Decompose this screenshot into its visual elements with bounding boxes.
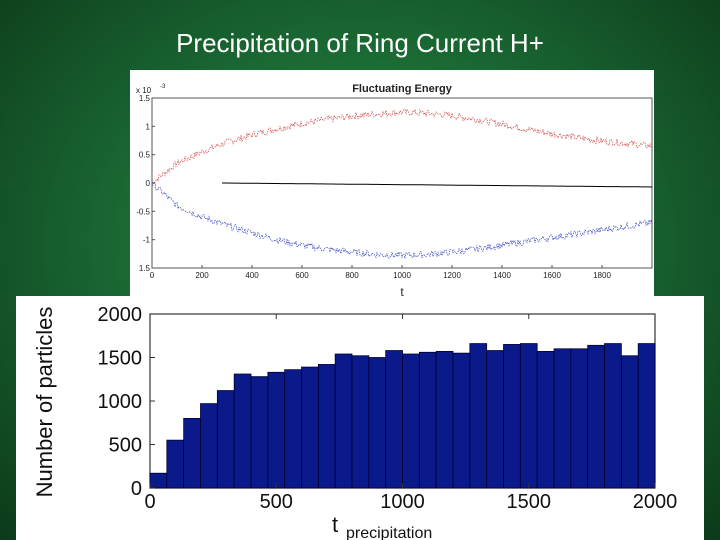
bottom-y-tick-label: 2000 (98, 304, 143, 326)
histogram-bar (216, 390, 235, 489)
histogram-bar (486, 350, 504, 489)
top-y-tick-label: -0.5 (136, 207, 150, 216)
top-x-tick-label: 400 (245, 271, 259, 280)
bottom-x-tick-label: 500 (260, 491, 293, 513)
bottom-y-tick-label: 500 (109, 435, 142, 457)
bottom-y-axis-label: Number of particles (32, 307, 57, 498)
top-y-exponent-label: x 10 (136, 86, 152, 95)
bottom-x-tick-label: 1000 (380, 491, 425, 513)
top-y-tick-label: 1 (146, 122, 151, 131)
bottom-y-tick-label: 1500 (98, 348, 143, 370)
top-y-tick-label: 0 (146, 179, 151, 188)
histogram-bar (267, 371, 286, 489)
bottom-x-tick-label: 2000 (633, 491, 678, 513)
histogram-bar (637, 343, 656, 489)
histogram-bar (604, 343, 622, 489)
histogram-bar (368, 357, 387, 489)
top-x-tick-label: 1200 (443, 271, 461, 280)
histogram-bar (620, 355, 639, 489)
top-y-tick-label: 1.5 (139, 264, 151, 273)
histogram-bar (250, 376, 269, 489)
precipitation-histogram: Number of particles 0 500 1000 1500 2000 200… (16, 296, 704, 540)
top-y-exponent-value: -3 (160, 84, 166, 90)
histogram-bar (503, 344, 521, 489)
histogram-bar (317, 364, 336, 489)
histogram-bar (469, 343, 488, 489)
histogram-bar (334, 353, 353, 489)
histogram-bar (385, 350, 403, 489)
histogram-bar (435, 351, 454, 489)
bottom-x-axis-subscript: precipitation (346, 525, 432, 540)
histogram-bar (570, 348, 589, 489)
top-chart-title: Fluctuating Energy (352, 83, 453, 95)
bottom-y-tick-label: 1000 (98, 391, 143, 413)
histogram-bar (351, 355, 370, 489)
histogram-bar (166, 439, 185, 489)
histogram-bar (284, 369, 302, 489)
bottom-x-tick-label: 0 (144, 491, 155, 513)
bottom-x-axis-label: t (332, 512, 338, 537)
top-x-tick-label: 1600 (543, 271, 561, 280)
top-series-line-2 (222, 182, 653, 188)
top-x-tick-label: 800 (345, 271, 359, 280)
histogram-bar (200, 403, 218, 489)
histogram-bar (233, 373, 252, 489)
histogram-bar (452, 352, 471, 489)
bottom-x-tick-label: 1500 (507, 491, 552, 513)
top-y-tick-label: -1 (143, 236, 151, 245)
bottom-y-tick-label: 0 (131, 478, 142, 500)
histogram-bar (301, 366, 319, 489)
top-y-tick-label: 1.5 (139, 94, 151, 103)
histogram-bar (402, 353, 420, 489)
top-x-axis-label: t (400, 285, 404, 298)
top-x-tick-label: 200 (195, 271, 209, 280)
top-x-tick-label: 1800 (593, 271, 611, 280)
top-series-line-0 (151, 108, 653, 185)
histogram-bar (418, 351, 437, 489)
histogram-bar (149, 472, 168, 489)
top-x-tick-label: 1400 (493, 271, 511, 280)
histogram-bar (587, 344, 605, 489)
top-x-tick-label: 600 (295, 271, 309, 280)
fluctuating-energy-chart: Fluctuating Energy x 10 -3 0 200 400 600 800… (130, 70, 654, 298)
top-y-tick-label: 0.5 (139, 151, 151, 160)
histogram-bar (519, 343, 538, 489)
top-series-line-1 (151, 181, 653, 259)
histogram-bar (183, 418, 201, 489)
histogram-bar (536, 351, 555, 489)
top-x-tick-label: 1000 (393, 271, 411, 280)
slide-title: Precipitation of Ring Current H+ (176, 28, 544, 58)
histogram-bar (553, 348, 572, 489)
top-x-tick-label: 0 (150, 271, 155, 280)
